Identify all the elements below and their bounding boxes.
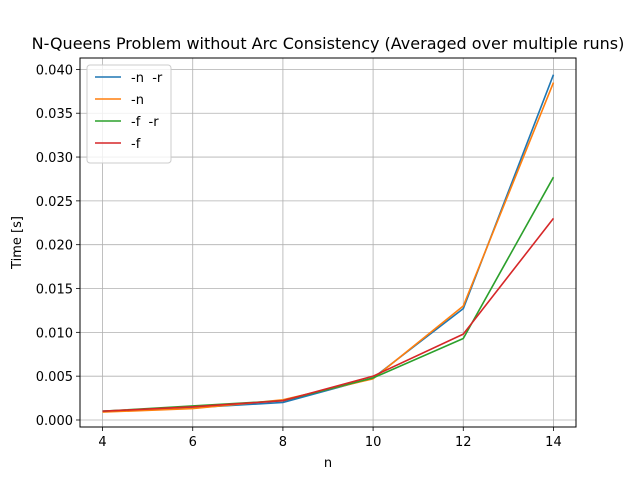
y-axis: 0.000 0.005 0.010 0.015 0.020 0.025 0.030 0.035… (36, 63, 80, 429)
x-tick-label: 14 (545, 435, 562, 450)
y-tick-label: 0.005 (36, 370, 73, 385)
y-tick-label: 0.010 (36, 326, 73, 341)
x-tick-label: 8 (279, 435, 287, 450)
chart-title: N-Queens Problem without Arc Consistency… (32, 34, 625, 53)
y-tick-label: 0.040 (36, 63, 73, 78)
x-tick-label: 4 (98, 435, 106, 450)
legend-label: -f -r (131, 115, 159, 130)
legend-label: -n -r (131, 71, 163, 86)
legend: -n -r -n -f -r -f (86, 64, 172, 164)
series-layer (102, 74, 555, 413)
y-tick-label: 0.015 (36, 283, 73, 298)
legend-box (86, 64, 172, 164)
y-axis-label: Time [s] (10, 216, 25, 270)
x-tick-label: 12 (455, 435, 472, 450)
grid-lines (80, 58, 576, 427)
series-line-3 (102, 217, 555, 413)
y-tick-label: 0.025 (36, 195, 73, 210)
legend-label: -f (131, 137, 141, 152)
legend-label: -n (131, 93, 144, 108)
y-tick-label: 0.020 (36, 239, 73, 254)
x-tick-label: 10 (365, 435, 382, 450)
plot-frame (79, 57, 577, 428)
x-axis: 4 6 8 10 12 14 (98, 427, 562, 450)
x-tick-label: 6 (189, 435, 197, 450)
y-tick-label: 0.000 (36, 414, 73, 429)
y-tick-label: 0.030 (36, 151, 73, 166)
y-tick-label: 0.035 (36, 107, 73, 122)
x-axis-label: n (324, 456, 332, 471)
